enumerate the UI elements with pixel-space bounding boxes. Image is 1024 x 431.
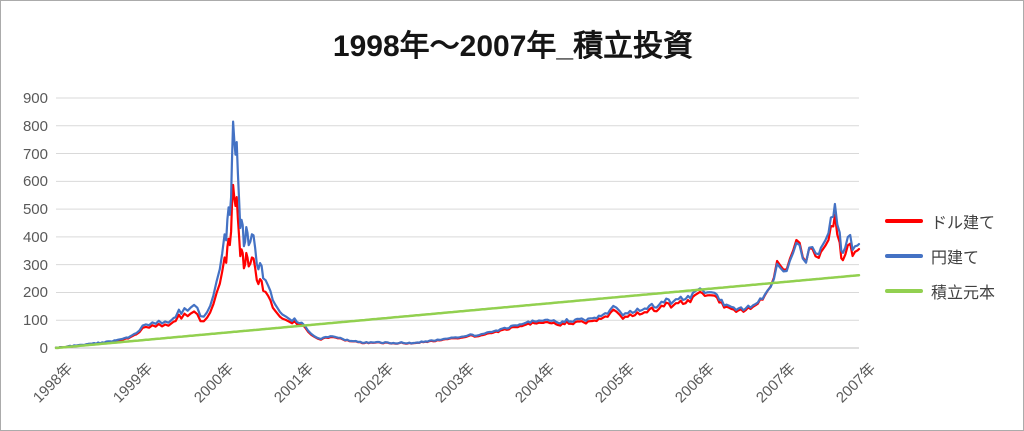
y-axis-tick-label: 900: [22, 90, 48, 107]
y-axis-tick-label: 100: [22, 312, 48, 330]
y-axis-tick-label: 0: [39, 340, 48, 357]
legend-label: 円建て: [931, 249, 980, 267]
y-axis-tick-label: 400: [22, 228, 48, 246]
y-axis-tick-label: 200: [22, 284, 48, 302]
y-axis-tick-label: 600: [22, 173, 48, 191]
y-axis-tick-label: 300: [22, 256, 48, 274]
legend-item-dollar: ドル建て: [885, 203, 995, 238]
y-axis-tick-label: 500: [22, 201, 48, 219]
legend-line-swatch-principal: [885, 288, 923, 293]
legend-label: ドル建て: [931, 214, 996, 232]
chart-title: 1998年～2007年_積立投資: [332, 30, 694, 63]
legend-line-swatch-dollar: [885, 218, 923, 223]
legend-item-yen: 円建て: [885, 238, 995, 273]
y-axis-tick-label: 700: [22, 145, 48, 163]
y-axis-tick-label: 800: [22, 117, 48, 135]
series-line-yen: [54, 120, 861, 350]
legend-item-principal: 積立元本: [885, 273, 995, 308]
legend: ドル建て円建て積立元本: [885, 203, 995, 308]
legend-label: 積立元本: [931, 284, 996, 302]
legend-line-swatch-yen: [885, 253, 923, 258]
series-line-principal: [54, 273, 861, 350]
